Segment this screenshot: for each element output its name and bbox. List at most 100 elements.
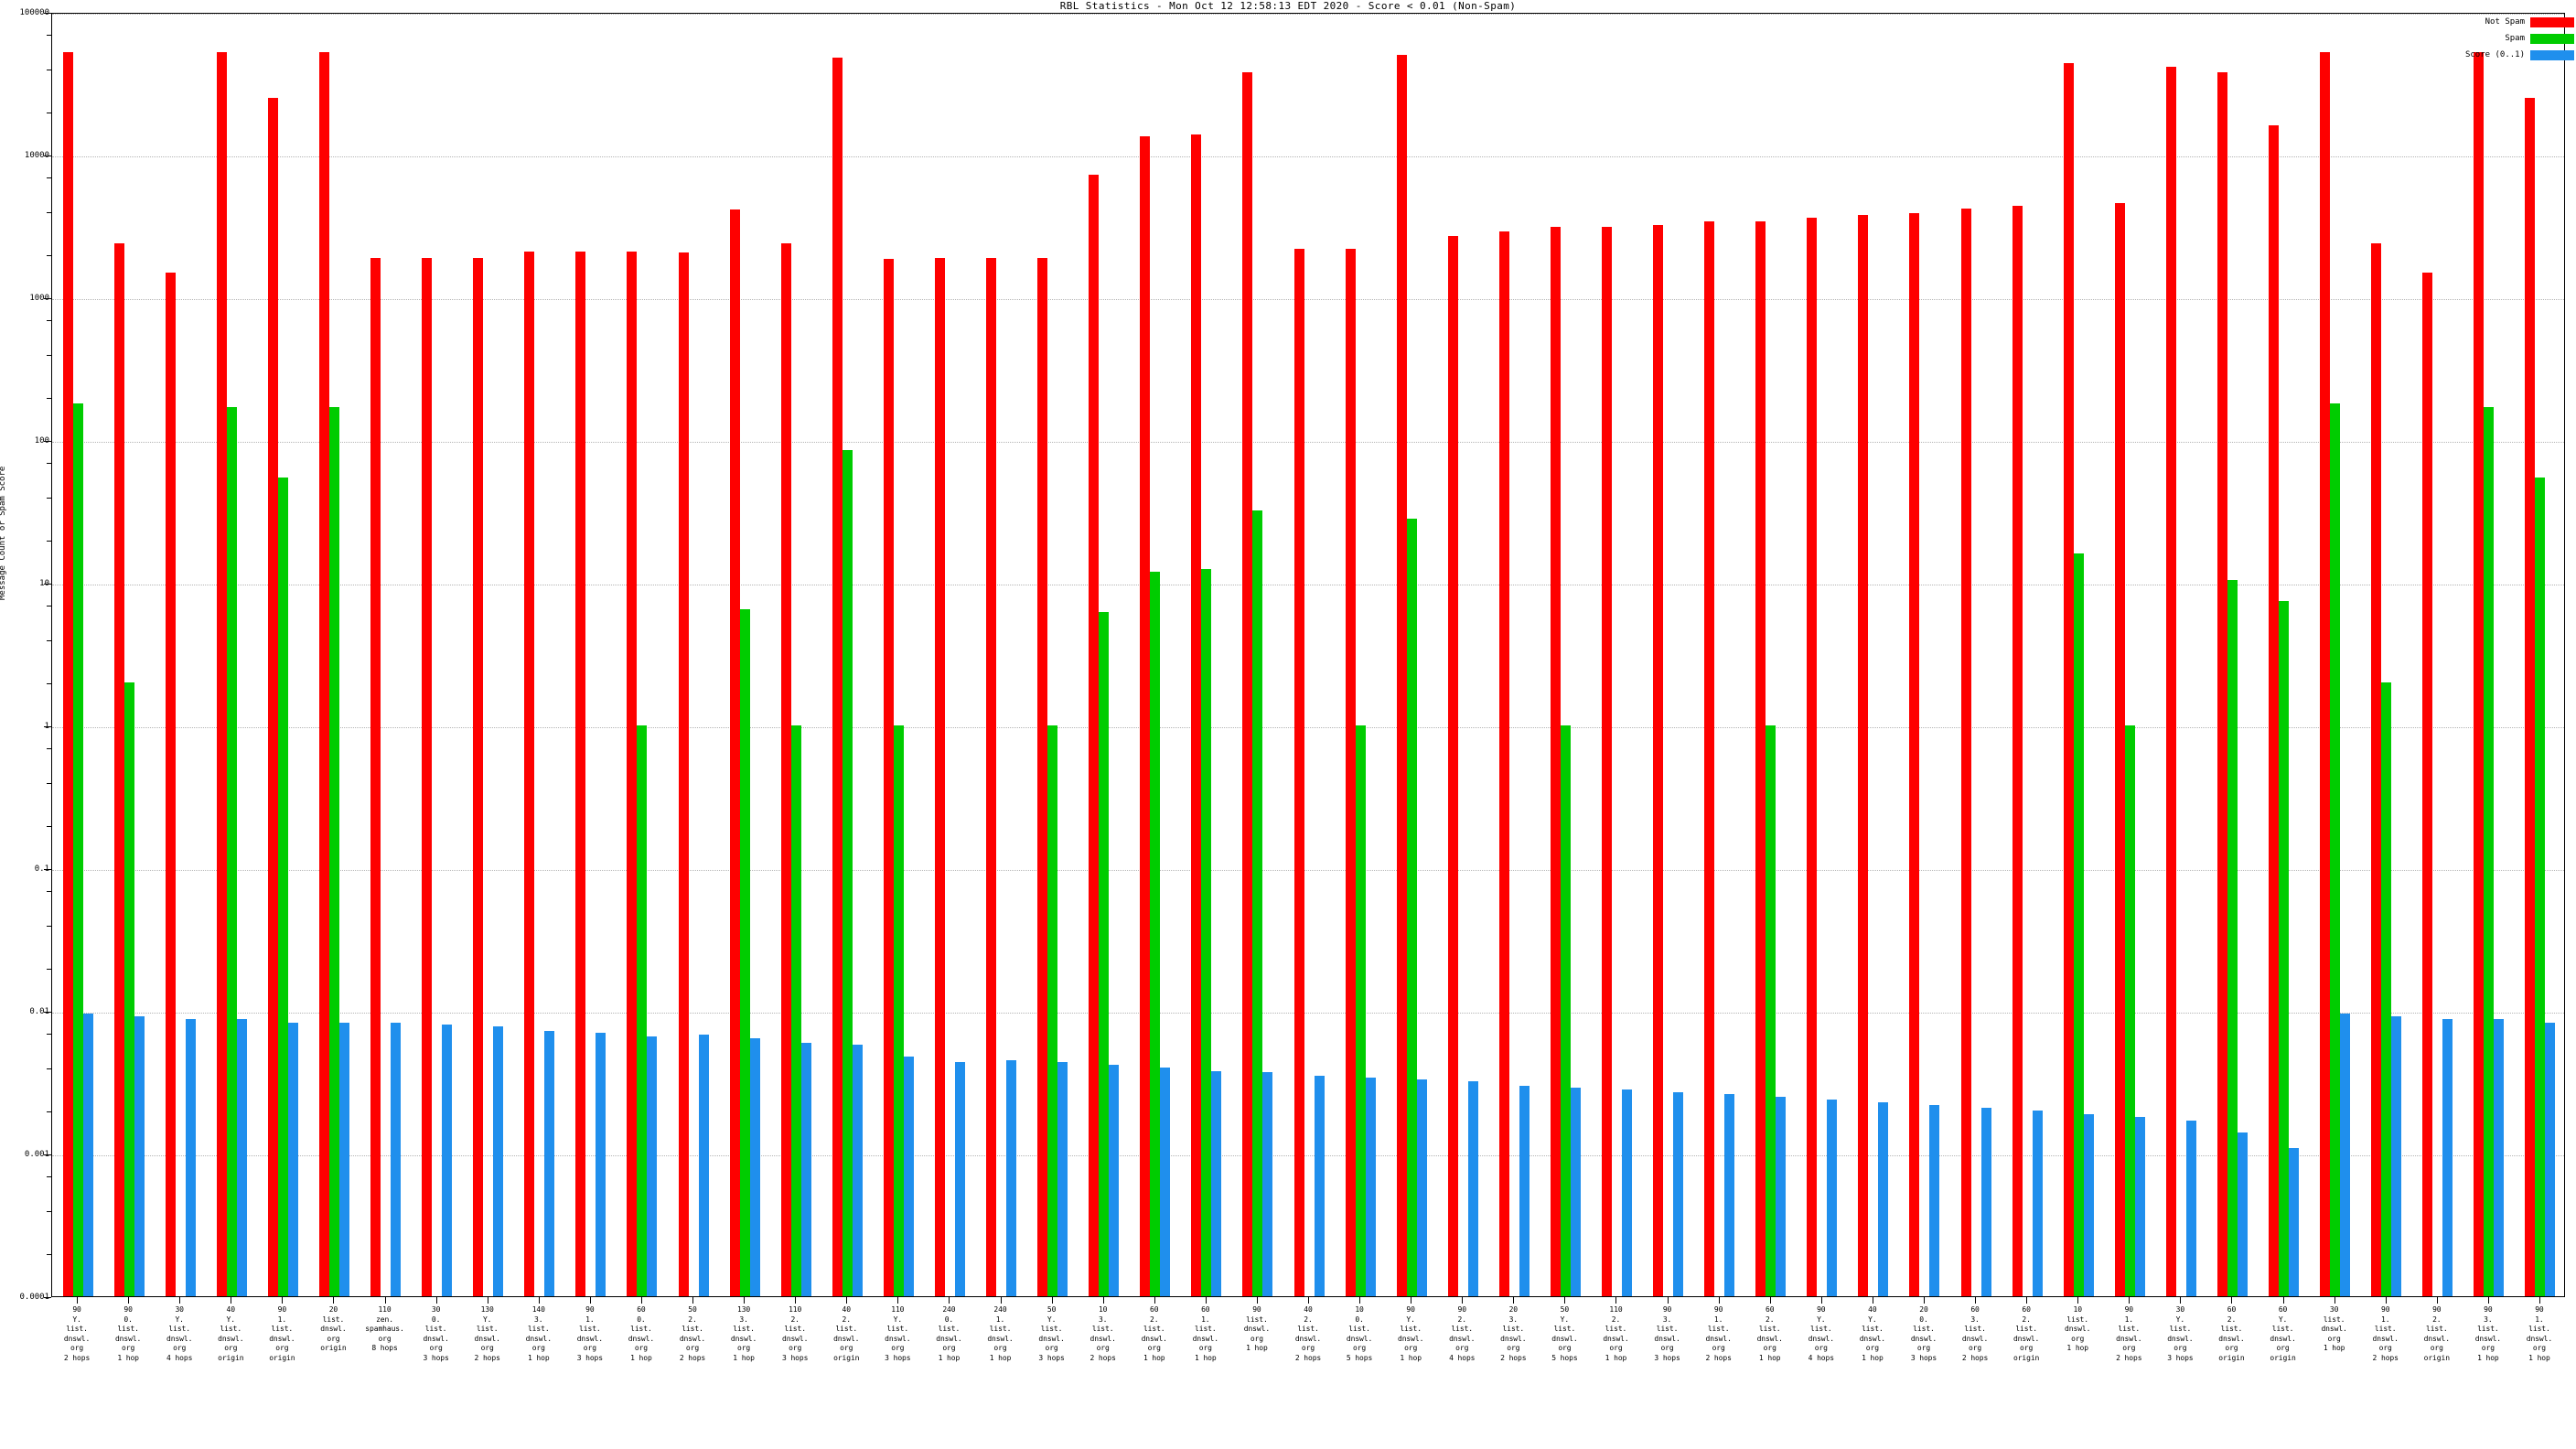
x-tick-mark	[435, 1297, 437, 1304]
y-tick-minor	[47, 1211, 51, 1213]
x-tick-label: 50 Y. list. dnswl. org 5 hops	[1551, 1305, 1578, 1362]
y-tick-label: 0.0001	[19, 1293, 49, 1302]
bar-score	[442, 1025, 453, 1296]
x-tick-label: 90 1. list. dnswl. org 2 hops	[1705, 1305, 1732, 1362]
y-tick-label: 1	[44, 722, 49, 731]
bar-not-spam	[780, 242, 791, 1296]
y-tick-minor	[47, 498, 51, 499]
y-tick-mark	[44, 298, 51, 299]
y-tick-label: 10000	[24, 151, 49, 160]
y-tick-label: 100	[34, 436, 49, 445]
bar-spam	[842, 450, 853, 1296]
bar-not-spam	[1704, 221, 1715, 1296]
bar-score	[1621, 1089, 1632, 1296]
x-tick-label: 90 0. list. dnswl. org 1 hop	[114, 1305, 142, 1362]
bar-not-spam	[883, 259, 894, 1296]
legend-color-swatch	[2530, 49, 2574, 60]
bar-score	[1519, 1085, 1530, 1296]
bar-spam	[277, 477, 288, 1296]
x-tick-mark	[128, 1297, 130, 1304]
bar-spam	[72, 403, 83, 1296]
bar-not-spam	[575, 251, 586, 1296]
y-tick-minor	[47, 891, 51, 893]
x-tick-label: 20 3. list. dnswl. org 2 hops	[1500, 1305, 1527, 1362]
x-tick-mark	[538, 1297, 540, 1304]
x-tick-label: 20 0. list. dnswl. org 3 hops	[1910, 1305, 1937, 1362]
x-tick-label: 10 3. list. dnswl. org 2 hops	[1089, 1305, 1116, 1362]
bar-not-spam	[1140, 135, 1151, 1296]
x-tick-label: 40 Y. list. dnswl. org origin	[218, 1305, 244, 1362]
x-tick-mark	[1564, 1297, 1566, 1304]
legend-item[interactable]: Not Spam	[2413, 15, 2574, 29]
bar-not-spam	[2422, 272, 2433, 1296]
bar-score	[1057, 1061, 1068, 1296]
x-tick-label: 130 3. list. dnswl. org 1 hop	[730, 1305, 757, 1362]
chart-title: RBL Statistics - Mon Oct 12 12:58:13 EDT…	[1059, 0, 1517, 12]
x-tick-label: 240 0. list. dnswl. org 1 hop	[936, 1305, 962, 1362]
x-tick-mark	[1462, 1297, 1464, 1304]
bar-not-spam	[1550, 227, 1561, 1296]
x-tick-label: 50 Y. list. dnswl. org 3 hops	[1038, 1305, 1065, 1362]
bar-score	[903, 1056, 914, 1296]
x-tick-label: 90 Y. list. dnswl. org 4 hops	[1808, 1305, 1834, 1362]
x-tick-label: 90 3. list. dnswl. org 3 hops	[1654, 1305, 1680, 1362]
bar-score	[2134, 1117, 2145, 1296]
bar-spam	[2073, 553, 2084, 1296]
y-tick-minor	[47, 212, 51, 214]
x-tick-label: 90 2. list. dnswl. org 4 hops	[1449, 1305, 1476, 1362]
bar-score	[749, 1038, 760, 1296]
bar-spam	[1252, 510, 1263, 1296]
x-tick-label: 30 list. dnswl. org 1 hop	[2321, 1305, 2347, 1352]
bar-score	[1776, 1096, 1787, 1296]
bar-not-spam	[1807, 218, 1818, 1296]
x-tick-mark	[179, 1297, 181, 1304]
x-tick-label: 40 Y. list. dnswl. org 1 hop	[1859, 1305, 1886, 1362]
grid-line	[52, 442, 2564, 443]
bar-not-spam	[1242, 71, 1253, 1296]
legend-label: Spam	[2505, 34, 2525, 43]
y-tick-minor	[47, 1034, 51, 1036]
x-tick-label: 10 list. dnswl. org 1 hop	[2065, 1305, 2091, 1352]
x-tick-label: 90 1. list. dnswl. org origin	[269, 1305, 295, 1362]
legend-item[interactable]: Spam	[2413, 31, 2574, 46]
bar-spam	[2330, 403, 2341, 1296]
bar-spam	[1766, 725, 1776, 1296]
bar-score	[954, 1061, 965, 1296]
bar-score	[82, 1014, 93, 1296]
legend-item[interactable]: Score (0..1)	[2413, 48, 2574, 62]
x-tick-label: 60 2. list. dnswl. org origin	[2218, 1305, 2245, 1362]
x-tick-mark	[1205, 1297, 1207, 1304]
bar-score	[236, 1019, 247, 1296]
x-tick-mark	[1256, 1297, 1258, 1304]
x-tick-mark	[2180, 1297, 2182, 1304]
bar-score	[287, 1023, 298, 1296]
x-tick-mark	[1975, 1297, 1977, 1304]
x-tick-label: 90 1. list. dnswl. org 2 hops	[2372, 1305, 2399, 1362]
bar-score	[1570, 1087, 1581, 1296]
x-tick-label: 30 Y. list. dnswl. org 4 hops	[166, 1305, 193, 1362]
y-tick-mark	[44, 1297, 51, 1298]
bar-score	[800, 1042, 811, 1296]
y-tick-mark	[44, 13, 51, 14]
y-tick-minor	[47, 783, 51, 785]
x-tick-mark	[1923, 1297, 1925, 1304]
grid-line	[52, 1155, 2564, 1156]
x-tick-label: 30 Y. list. dnswl. org 3 hops	[2167, 1305, 2194, 1362]
bar-spam	[1560, 725, 1571, 1296]
bar-not-spam	[1089, 175, 1100, 1296]
x-tick-label: 60 Y. list. dnswl. org origin	[2270, 1305, 2296, 1362]
x-tick-label: 140 3. list. dnswl. org 1 hop	[525, 1305, 552, 1362]
x-tick-mark	[1000, 1297, 1002, 1304]
x-tick-mark	[77, 1297, 79, 1304]
bar-score	[1109, 1064, 1120, 1296]
bar-score	[1878, 1101, 1889, 1296]
bar-score	[647, 1036, 658, 1296]
x-tick-mark	[589, 1297, 591, 1304]
x-tick-label: 60 2. list. dnswl. org origin	[2012, 1305, 2040, 1362]
y-tick-minor	[47, 683, 51, 685]
x-tick-label: 240 1. list. dnswl. org 1 hop	[987, 1305, 1014, 1362]
bar-not-spam	[267, 97, 278, 1296]
x-tick-label: 60 2. list. dnswl. org 1 hop	[1141, 1305, 1167, 1362]
grid-line	[52, 727, 2564, 728]
x-tick-label: 60 0. list. dnswl. org 1 hop	[628, 1305, 655, 1362]
